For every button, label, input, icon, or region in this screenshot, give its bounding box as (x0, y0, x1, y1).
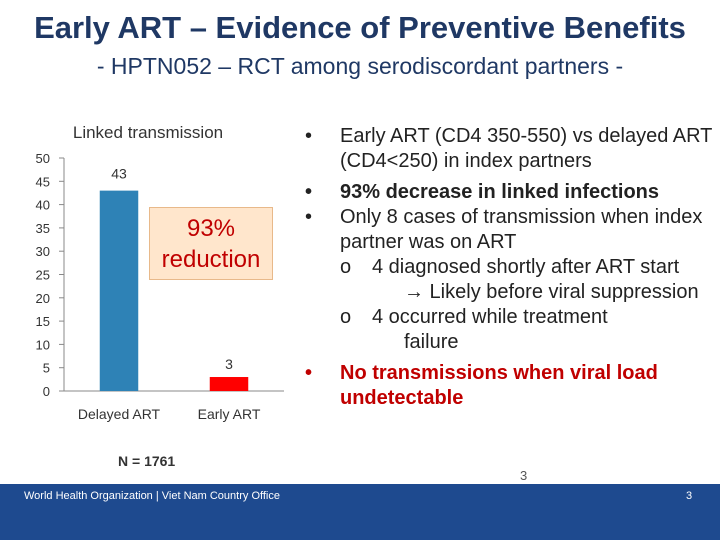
sub-bullet-list: o 4 diagnosed shortly after ART start → … (340, 255, 716, 355)
y-tick-label: 25 (36, 268, 50, 283)
y-tick-label: 50 (36, 151, 50, 166)
bullet-item: • 93% decrease in linked infections (296, 180, 716, 205)
slide-subtitle: - HPTN052 – RCT among serodiscordant par… (96, 53, 624, 79)
bullet-marker: • (305, 125, 313, 147)
y-tick-label: 5 (43, 361, 50, 376)
sub-bullet-text: 4 occurred while treatment (372, 306, 608, 328)
bullet-text: No transmissions when viral load undetec… (340, 362, 658, 409)
chart-title: Linked transmission (73, 123, 223, 142)
bar-delayed-art (99, 190, 139, 391)
x-category-label: Delayed ART (78, 406, 161, 422)
bullet-item: • Early ART (CD4 350-550) vs delayed ART… (296, 124, 716, 174)
linked-transmission-chart: Linked transmission 0 5 10 15 20 25 30 35 40 45 50… (36, 123, 284, 422)
slide-page-number: 3 (520, 468, 528, 483)
y-tick-label: 45 (36, 174, 50, 189)
y-tick-label: 40 (36, 198, 50, 213)
sub-bullet-item: o 4 diagnosed shortly after ART start → … (340, 255, 716, 305)
sub-bullet-continuation: → Likely before viral suppression (404, 281, 699, 303)
reduction-callout: 93% reduction (149, 207, 273, 280)
sub-bullet-marker: o (340, 256, 352, 278)
sub-bullet-continuation: failure (404, 331, 459, 353)
bullet-marker: • (305, 362, 313, 384)
footer-bar (0, 484, 720, 540)
slide-title: Early ART – Evidence of Preventive Benef… (34, 10, 686, 45)
bar-early-art (209, 377, 249, 391)
bullet-marker: • (305, 181, 313, 203)
sample-size-label: N = 1761 (118, 453, 176, 469)
sub-bullet-text: 4 diagnosed shortly after ART start (372, 256, 680, 278)
y-tick-label: 15 (36, 314, 50, 329)
footer-organization: World Health Organization | Viet Nam Cou… (24, 490, 280, 502)
y-tick-label: 30 (36, 244, 50, 259)
x-category-label: Early ART (198, 406, 261, 422)
bullet-text: 93% decrease in linked infections (340, 181, 660, 203)
bullet-text: Early ART (CD4 350-550) vs delayed ART (… (340, 125, 713, 172)
y-tick-label: 0 (43, 384, 50, 399)
y-tick-label: 10 (36, 337, 50, 352)
bullet-marker: • (305, 206, 313, 228)
sub-bullet-item: o 4 occurred while treatment failure (340, 305, 716, 355)
bullet-list: • Early ART (CD4 350-550) vs delayed ART… (296, 124, 716, 411)
y-tick-label: 20 (36, 291, 50, 306)
sub-bullet-marker: o (340, 306, 352, 328)
bullet-item: • Only 8 cases of transmission when inde… (296, 205, 716, 355)
bar-data-label: 3 (225, 356, 233, 372)
bullet-text: Only 8 cases of transmission when index … (340, 206, 703, 253)
footer-page-number: 3 (686, 490, 693, 502)
bar-data-label: 43 (111, 166, 127, 182)
y-tick-label: 35 (36, 221, 50, 236)
bullet-item: • No transmissions when viral load undet… (296, 361, 716, 411)
